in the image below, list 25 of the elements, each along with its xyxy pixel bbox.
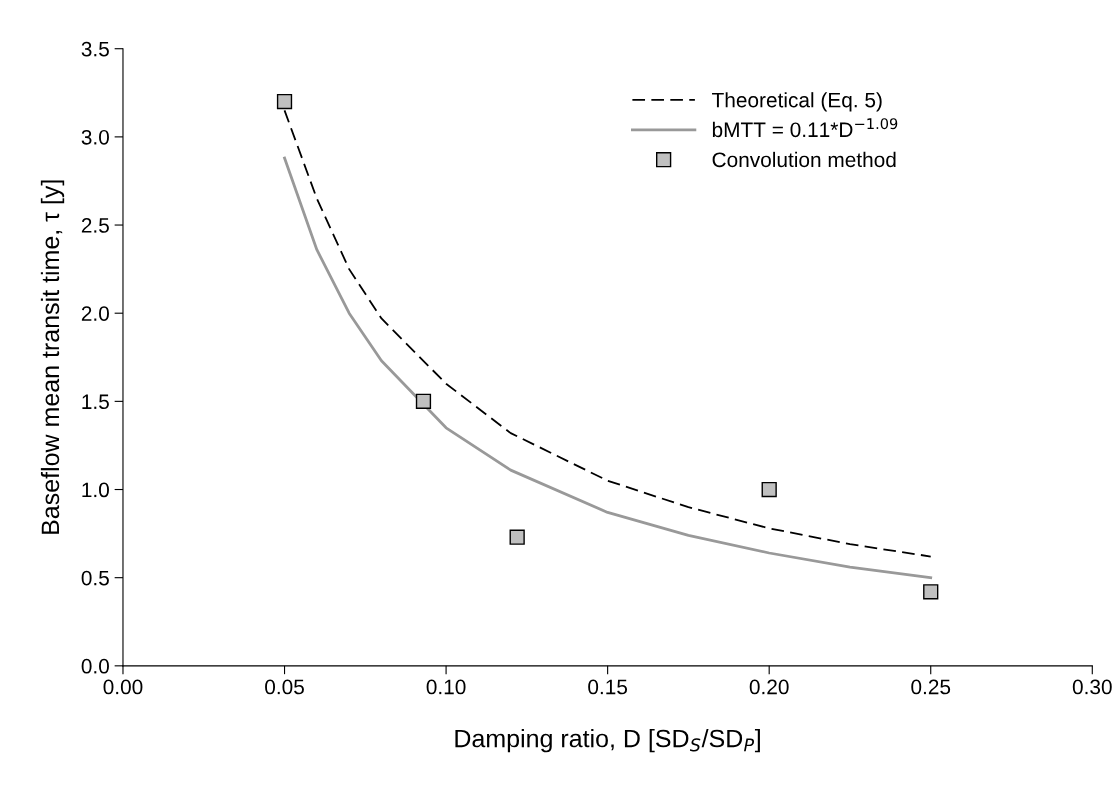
y-tick-label: 2.5 [81,218,109,233]
y-tick-label: 0.0 [81,658,109,674]
legend-label: Theoretical (Eq. 5) [712,92,882,112]
point [923,584,939,600]
x-tick-label: 0.25 [911,679,951,695]
y-tick-label: 1.0 [82,482,109,498]
y-axis-title: Baseflow mean transit time, τ [y] [40,180,65,534]
point [276,93,293,110]
x-axis-title: Damping ratio, D [SD$_{S}$/SD$_{P}$] [455,729,760,753]
y-tick-label: 3.0 [81,129,109,145]
point [415,393,432,409]
y-tick-label: 3.5 [81,41,109,57]
x-tick-label: 0.00 [103,679,143,695]
x-tick-label: 0.05 [265,679,304,695]
point [509,529,525,545]
x-tick-label: 0.10 [426,679,466,695]
legend-label: bMTT = 0.11*D$^{−1.09}$ [712,118,898,138]
point [761,481,777,498]
x-tick-label: 0.30 [1072,679,1112,695]
y-tick-label: 2.0 [81,306,109,321]
x-tick-label: 0.15 [588,679,628,695]
y-tick-label: 0.5 [81,570,109,586]
x-tick-label: 0.20 [749,679,789,695]
legend-label: Convolution method [712,151,896,168]
y-tick-label: 1.5 [82,394,109,410]
